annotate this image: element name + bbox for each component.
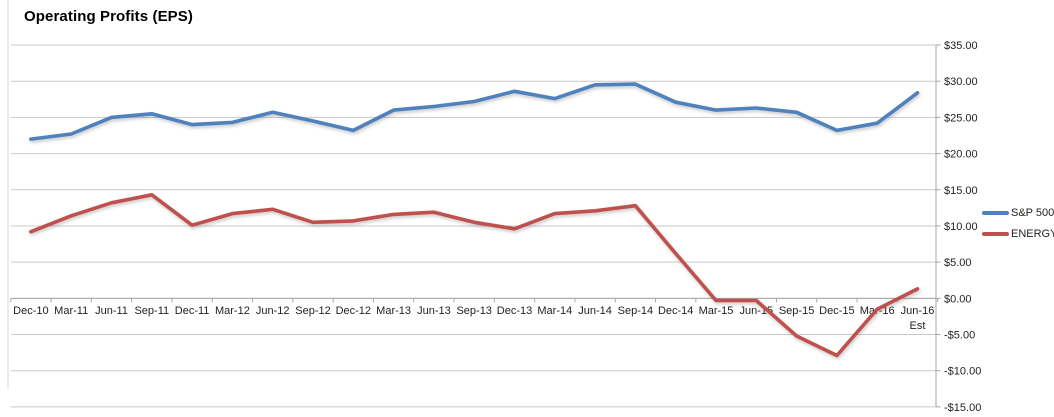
x-axis-label: Jun-11: [95, 305, 128, 317]
y-axis-label: -$5.00: [944, 330, 975, 342]
x-axis-label: Dec-11: [175, 305, 210, 317]
y-axis-label: $0.00: [944, 293, 972, 305]
x-axis-label: Dec-12: [336, 305, 371, 317]
x-axis-label: Jun-12: [256, 305, 290, 317]
x-axis-label: Dec-13: [497, 305, 532, 317]
legend-item-sp500: S&P 500: [982, 206, 1054, 220]
x-axis-label: Jun-13: [417, 305, 451, 317]
legend-label-sp500: S&P 500: [1011, 207, 1054, 219]
x-axis-label: Sep-13: [456, 305, 491, 317]
x-axis-label: Mar-15: [699, 305, 734, 317]
y-axis-label: $30.00: [944, 76, 978, 88]
y-axis-label: $15.00: [944, 185, 978, 197]
energy-line: [29, 193, 920, 358]
x-axis-label: Sep-15: [779, 305, 814, 317]
sp500-line: [29, 82, 920, 141]
y-axis-label: $25.00: [944, 112, 978, 124]
x-axis-label: Mar-13: [376, 305, 411, 317]
x-axis-label: Sep-11: [134, 305, 169, 317]
chart-title: Operating Profits (EPS): [24, 8, 193, 25]
x-axis-label: Mar-14: [537, 305, 572, 317]
sp500-line-swatch: [982, 211, 1009, 215]
x-axis-label: Jun-16 Est: [901, 305, 935, 332]
y-axis-label: $5.00: [944, 257, 972, 269]
y-axis-label: $10.00: [944, 221, 978, 233]
legend-label-energy: ENERGY: [1011, 228, 1054, 240]
chart-legend: S&P 500 ENERGY: [982, 206, 1054, 241]
x-axis-label: Dec-14: [658, 305, 693, 317]
x-axis-label: Mar-12: [215, 305, 250, 317]
x-axis-label: Jun-14: [578, 305, 612, 317]
x-axis-label: Mar-11: [54, 305, 88, 317]
y-axis-label: -$10.00: [944, 366, 981, 378]
energy-line-swatch: [982, 232, 1009, 236]
x-axis-label: Dec-15: [819, 305, 854, 317]
x-axis-label: Sep-14: [618, 305, 653, 317]
y-axis-label: $20.00: [944, 149, 978, 161]
x-axis-label: Dec-10: [13, 305, 48, 317]
y-axis-label: -$15.00: [944, 402, 981, 414]
y-axis-label: $35.00: [944, 40, 978, 52]
legend-item-energy: ENERGY: [982, 227, 1054, 241]
x-axis-label: Sep-12: [295, 305, 330, 317]
